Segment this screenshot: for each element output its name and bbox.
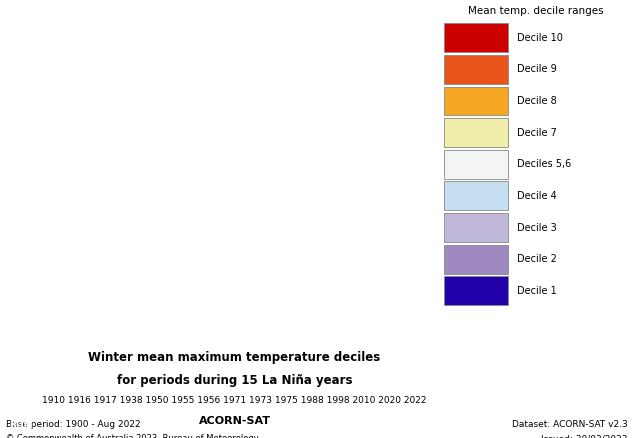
FancyBboxPatch shape bbox=[444, 150, 508, 179]
Text: Mean temp. decile ranges: Mean temp. decile ranges bbox=[468, 6, 604, 16]
Text: Deciles 5,6: Deciles 5,6 bbox=[517, 159, 572, 169]
FancyBboxPatch shape bbox=[444, 55, 508, 84]
FancyBboxPatch shape bbox=[444, 213, 508, 242]
FancyBboxPatch shape bbox=[444, 181, 508, 210]
Text: Decile 2: Decile 2 bbox=[517, 254, 557, 264]
FancyBboxPatch shape bbox=[444, 87, 508, 115]
Text: Decile 4: Decile 4 bbox=[517, 191, 557, 201]
Text: Dataset: ACORN-SAT v2.3: Dataset: ACORN-SAT v2.3 bbox=[512, 420, 628, 429]
FancyBboxPatch shape bbox=[444, 23, 508, 52]
Text: for periods during 15 La Niña years: for periods during 15 La Niña years bbox=[117, 374, 353, 387]
Text: 1910 1916 1917 1938 1950 1955 1956 1971 1973 1975 1988 1998 2010 2020 2022: 1910 1916 1917 1938 1950 1955 1956 1971 … bbox=[42, 396, 427, 405]
Text: Decile 7: Decile 7 bbox=[517, 127, 557, 138]
FancyBboxPatch shape bbox=[444, 118, 508, 147]
Text: Decile 3: Decile 3 bbox=[517, 223, 557, 233]
Text: Winter mean maximum temperature deciles: Winter mean maximum temperature deciles bbox=[89, 350, 380, 364]
Text: BOM: BOM bbox=[9, 421, 32, 431]
Text: Base period: 1900 - Aug 2022: Base period: 1900 - Aug 2022 bbox=[6, 420, 141, 429]
Text: © Commonwealth of Australia 2023, Bureau of Meteorology: © Commonwealth of Australia 2023, Bureau… bbox=[6, 434, 259, 438]
Text: ACORN-SAT: ACORN-SAT bbox=[198, 416, 271, 426]
FancyBboxPatch shape bbox=[444, 245, 508, 274]
Text: Decile 8: Decile 8 bbox=[517, 96, 557, 106]
Text: Issued: 30/03/2023: Issued: 30/03/2023 bbox=[541, 434, 628, 438]
Text: Decile 9: Decile 9 bbox=[517, 64, 557, 74]
FancyBboxPatch shape bbox=[444, 276, 508, 305]
Text: Decile 10: Decile 10 bbox=[517, 33, 563, 43]
Text: Decile 1: Decile 1 bbox=[517, 286, 557, 296]
